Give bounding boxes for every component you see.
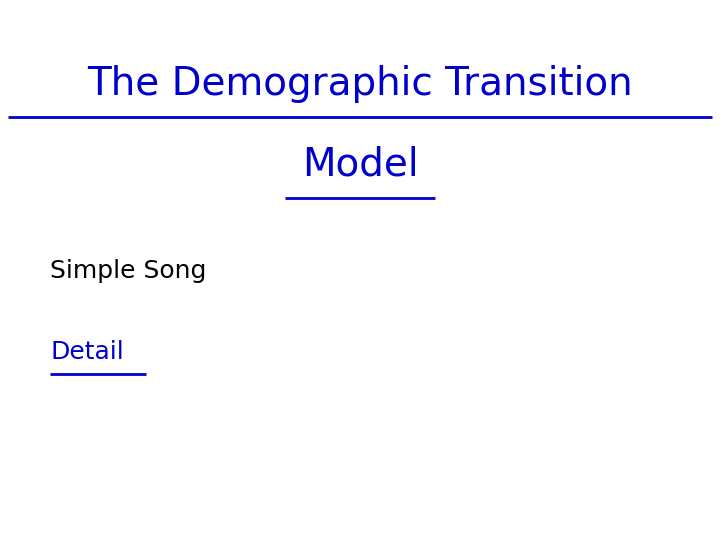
Text: Simple Song: Simple Song <box>50 259 207 283</box>
Text: Model: Model <box>302 146 418 184</box>
Text: Detail: Detail <box>50 340 124 364</box>
Text: The Demographic Transition: The Demographic Transition <box>87 65 633 103</box>
